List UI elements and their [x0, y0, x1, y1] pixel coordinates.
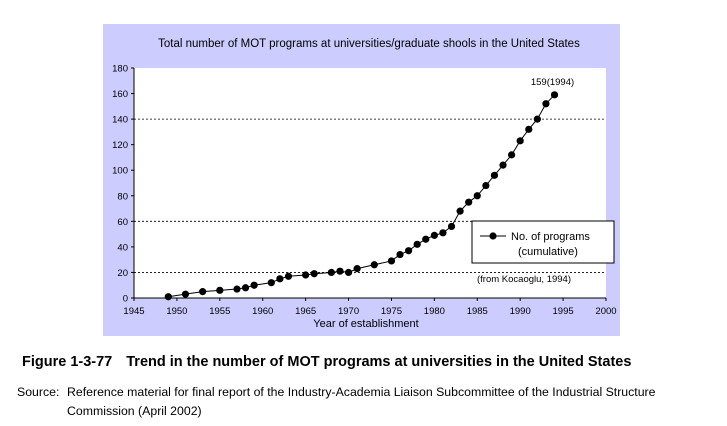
legend-box — [471, 220, 615, 264]
chart-title: Total number of MOT programs at universi… — [158, 38, 580, 50]
legend: No. of programs (cumulative) — [471, 220, 615, 264]
x-tick-label: 1970 — [338, 306, 359, 317]
data-point — [508, 151, 516, 159]
data-point — [241, 284, 250, 292]
source-note-block: Source: Reference material for final repo… — [17, 383, 717, 421]
data-point — [430, 231, 438, 239]
data-point — [456, 207, 464, 215]
data-point — [284, 272, 293, 280]
data-point — [422, 235, 430, 243]
data-point — [216, 286, 224, 294]
data-point — [516, 137, 524, 145]
x-tick-label: 1975 — [381, 306, 402, 317]
y-tick-label: 0 — [123, 294, 128, 305]
mot-programs-chart: Total number of MOT programs at universi… — [112, 38, 616, 330]
data-point — [405, 247, 413, 255]
x-tick-label: 1985 — [467, 306, 488, 317]
data-point — [473, 192, 481, 200]
data-points — [164, 91, 559, 301]
data-point — [465, 198, 473, 206]
data-point — [525, 125, 533, 133]
y-tick-label: 120 — [112, 140, 128, 151]
data-point — [370, 261, 378, 269]
source-note: (from Kocaoglu, 1994) — [477, 274, 571, 285]
x-tick-label: 1965 — [295, 306, 316, 317]
data-point — [482, 181, 490, 190]
axes — [131, 67, 607, 301]
data-point — [387, 257, 396, 265]
tick-labels: 0 20 40 60 80 100 120 140 160 180 1945 1950 1955 1960… — [112, 64, 616, 318]
x-tick-label: 1950 — [166, 306, 187, 317]
data-point — [499, 161, 507, 169]
data-point — [490, 171, 499, 179]
data-point — [336, 267, 344, 275]
y-tick-label: 80 — [117, 191, 128, 202]
data-point — [250, 281, 258, 289]
source-line-2: Commission (April 2002) — [67, 404, 202, 418]
data-point — [267, 279, 275, 287]
x-tick-label: 1980 — [424, 306, 445, 317]
data-point — [353, 265, 361, 273]
y-tick-label: 40 — [117, 242, 128, 253]
x-axis-label: Year of establishment — [313, 318, 418, 330]
x-tick-label: 2000 — [595, 306, 616, 317]
y-tick-label: 60 — [117, 217, 128, 228]
figure-caption: Figure 1-3-77 Trend in the number of MOT … — [22, 354, 722, 370]
figure-title: Trend in the number of MOT programs at u… — [126, 354, 632, 370]
figure-number: Figure 1-3-77 — [22, 354, 113, 370]
data-point — [396, 250, 404, 259]
y-tick-label: 160 — [112, 89, 128, 100]
y-tick-label: 20 — [117, 268, 128, 279]
data-point — [413, 240, 421, 248]
source-line-1: Reference material for final report of t… — [67, 385, 656, 399]
data-point — [233, 285, 241, 293]
data-point — [550, 91, 559, 99]
y-tick-label: 140 — [112, 115, 128, 126]
y-tick-label: 180 — [112, 64, 128, 75]
data-point — [181, 290, 190, 298]
data-point — [276, 275, 284, 283]
data-point — [447, 222, 456, 231]
data-point — [164, 293, 172, 301]
chart-panel: Total number of MOT programs at universi… — [103, 24, 620, 336]
x-tick-label: 1945 — [123, 306, 144, 317]
x-tick-label: 1960 — [252, 306, 273, 317]
data-point — [199, 288, 207, 296]
data-point — [542, 100, 550, 108]
legend-marker-icon — [489, 232, 497, 240]
data-point — [344, 268, 353, 277]
legend-label-line2: (cumulative) — [518, 246, 578, 258]
x-tick-label: 1995 — [553, 306, 574, 317]
data-point — [439, 229, 447, 237]
data-point — [310, 270, 318, 278]
peak-annotation: 159(1994) — [531, 77, 574, 88]
source-label: Source: — [17, 385, 60, 399]
data-point — [533, 115, 541, 123]
x-tick-label: 1990 — [510, 306, 531, 317]
y-tick-label: 100 — [112, 166, 128, 177]
legend-label-line1: No. of programs — [511, 231, 590, 243]
data-point — [327, 268, 335, 277]
x-tick-label: 1955 — [209, 306, 230, 317]
data-point — [302, 271, 310, 279]
